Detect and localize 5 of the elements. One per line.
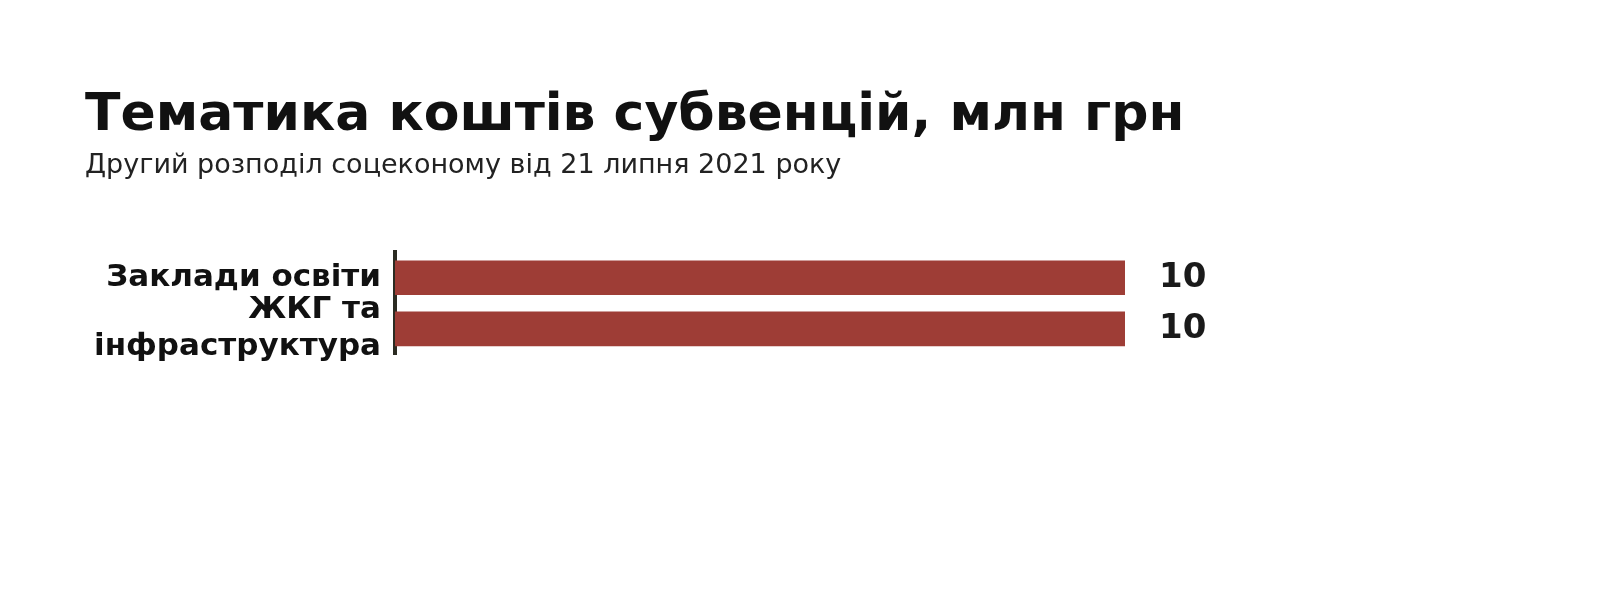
chart-subtitle: Другий розподіл соцеконому від 21 липня 2021 року <box>85 148 843 179</box>
data-label: 10 <box>1159 305 1207 346</box>
y-tick-label: Заклади освіти <box>106 256 381 293</box>
data-label: 10 <box>1159 254 1207 295</box>
chart-title: Тематика коштів субвенцій, млн грн <box>85 82 1186 142</box>
